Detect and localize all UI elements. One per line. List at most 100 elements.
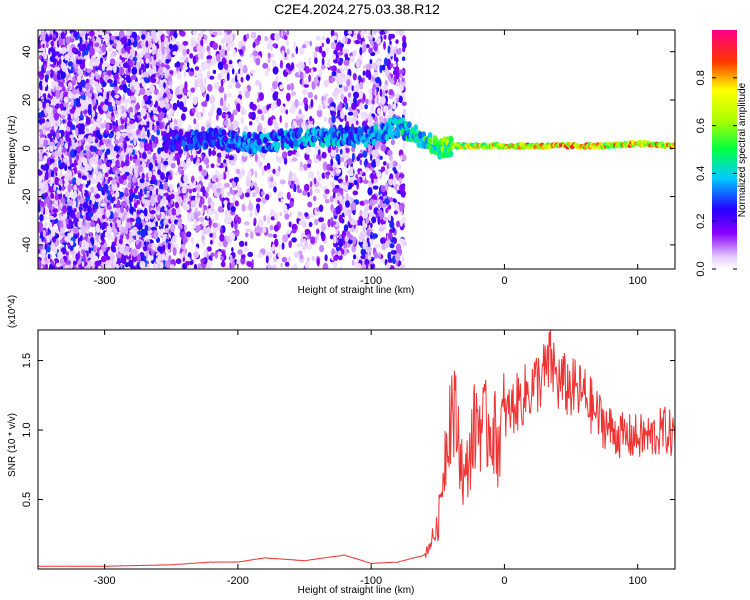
spectrogram-noise-cell <box>200 87 206 93</box>
spectrogram-noise-cell <box>114 237 117 244</box>
spectrogram-noise-cell <box>142 46 149 55</box>
spectrogram-noise-cell <box>81 231 86 236</box>
spectrogram-noise-cell <box>86 127 89 132</box>
spectrogram-noise-cell <box>272 66 279 75</box>
spectrogram-noise-cell <box>114 169 118 178</box>
spectrogram-noise-cell <box>114 31 119 37</box>
spectrogram-noise-cell <box>149 210 156 215</box>
spectrogram-noise-cell <box>82 201 89 209</box>
spectrogram-noise-cell <box>65 260 72 265</box>
spectrogram-noise-cell <box>95 84 101 92</box>
spectrogram-noise-cell <box>158 162 161 169</box>
spectrogram-noise-cell <box>288 171 293 179</box>
spectrogram-noise-cell <box>136 254 141 263</box>
spectrogram-noise-cell <box>72 88 77 95</box>
spectrogram-noise-cell <box>94 194 101 199</box>
spectrogram-noise-cell <box>91 237 95 246</box>
spectrogram-noise-cell <box>295 152 300 157</box>
spectrogram-noise-cell <box>82 253 86 262</box>
spectrogram-noise-cell <box>149 179 155 185</box>
spectrogram-noise-cell <box>289 211 292 218</box>
spectrogram-noise-cell <box>95 129 101 138</box>
spectrogram-noise-cell <box>259 161 263 167</box>
spectrogram-noise-cell <box>53 167 58 173</box>
spectrogram-noise-cell <box>156 210 161 216</box>
spectrogram-noise-cell <box>294 98 299 108</box>
spectrogram-noise-cell <box>115 60 119 67</box>
spectrogram-noise-cell <box>198 175 203 182</box>
spectrogram-noise-cell <box>216 177 219 183</box>
spectrogram-noise-cell <box>379 155 383 160</box>
spectrogram-noise-cell <box>314 218 319 226</box>
spectrogram-noise-cell <box>172 235 177 244</box>
spectrogram-noise-cell <box>181 243 186 250</box>
spectrogram-noise-cell <box>304 228 311 235</box>
spectrogram-noise-cell <box>197 50 202 59</box>
spectrogram-noise-cell <box>165 59 170 64</box>
spectrogram-noise-cell <box>43 52 47 59</box>
spectrogram-noise-cell <box>253 220 257 227</box>
spectrogram-noise-cell <box>100 144 106 150</box>
spectrogram-noise-cell <box>191 107 196 114</box>
spectrogram-noise-cell <box>60 129 64 138</box>
spectrogram-noise-cell <box>335 246 340 251</box>
spectrogram-noise-cell <box>388 75 392 82</box>
spectrogram-noise-cell <box>190 154 194 162</box>
spectrogram-noise-cell <box>290 183 295 189</box>
spectrogram-noise-cell <box>258 218 264 228</box>
spectrogram-noise-cell <box>85 116 91 126</box>
spectrogram-noise-cell <box>226 44 231 52</box>
spectrogram-noise-cell <box>60 215 67 221</box>
spectrogram-noise-cell <box>86 30 90 34</box>
spectrogram-noise-cell <box>288 221 292 228</box>
spectrogram-noise-cell <box>119 106 122 116</box>
spectrogram-noise-cell <box>387 204 392 210</box>
spectrogram-noise-cell <box>284 261 290 267</box>
spectrogram-noise-cell <box>262 62 269 69</box>
spectrogram-noise-cell <box>402 108 407 116</box>
spectrogram-noise-cell <box>145 40 149 48</box>
spectrogram-noise-cell <box>127 147 133 154</box>
spectrogram-noise-cell <box>103 242 108 248</box>
spectrogram-noise-cell <box>301 62 305 70</box>
spectrogram-noise-cell <box>186 152 190 158</box>
spectrogram-noise-cell <box>291 157 298 162</box>
spectrogram-noise-cell <box>287 180 292 186</box>
spectrogram-noise-cell <box>228 155 235 161</box>
spectrogram-noise-cell <box>280 198 284 204</box>
spectrogram-noise-cell <box>289 200 294 208</box>
spectrogram-noise-cell <box>67 92 74 99</box>
spectrogram-noise-cell <box>303 73 307 78</box>
spectrogram-noise-cell <box>137 165 143 173</box>
spectrogram-noise-cell <box>274 212 279 222</box>
spectrogram-noise-cell <box>291 229 297 234</box>
spectrogram-noise-cell <box>169 183 174 192</box>
spectrogram-noise-cell <box>119 205 125 214</box>
spectrogram-noise-cell <box>153 36 156 41</box>
spectrogram-noise-cell <box>277 165 281 172</box>
spectrogram-noise-cell <box>208 208 213 216</box>
spectrogram-noise-cell <box>230 206 236 213</box>
spectrogram-noise-cell <box>42 229 47 238</box>
spectrogram-noise-cell <box>89 199 92 205</box>
spectrogram-noise-cell <box>157 156 162 164</box>
spectrogram-noise-cell <box>203 229 209 235</box>
spectrogram-noise-cell <box>310 68 314 78</box>
spectrogram-noise-cell <box>163 160 169 166</box>
spectrogram-noise-cell <box>47 201 53 211</box>
spectrogram-noise-cell <box>217 251 222 257</box>
spectrogram-noise-cell <box>136 134 142 139</box>
spectrogram-noise-cell <box>223 182 230 188</box>
spectrogram-noise-cell <box>320 231 325 238</box>
spectrogram-noise-cell <box>187 124 192 130</box>
spectrogram-noise-cell <box>53 198 59 208</box>
spectrogram-noise-cell <box>185 203 190 211</box>
spectrogram-noise-cell <box>143 256 147 261</box>
spectrogram-noise-cell <box>266 42 273 50</box>
spectrogram-noise-cell <box>325 37 331 44</box>
spectrogram-noise-cell <box>173 70 177 77</box>
spectrogram-noise-cell <box>40 31 47 37</box>
spectrogram-noise-cell <box>132 56 138 62</box>
spectrogram-noise-cell <box>278 244 282 251</box>
spectrogram-noise-cell <box>104 94 107 100</box>
